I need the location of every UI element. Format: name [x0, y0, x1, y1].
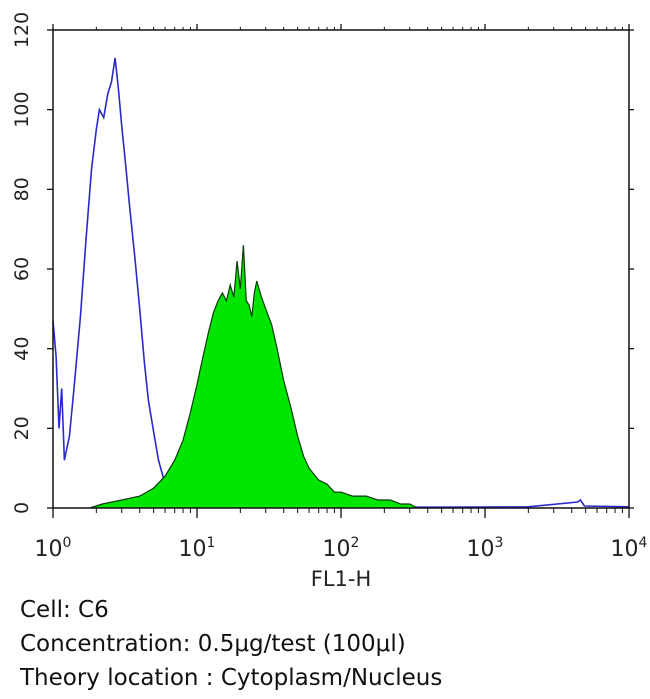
y-tick-label: 0	[11, 502, 33, 514]
x-tick-label: 104	[611, 535, 648, 562]
histogram-chart: 0 20 40 60 80 100 120 100 101 102 103 104 FL1-H	[11, 12, 648, 591]
series-0-line	[52, 57, 630, 509]
plot-frame	[52, 29, 630, 509]
x-tick-label: 102	[323, 535, 360, 562]
y-tick-label: 120	[11, 12, 33, 48]
series-1-outline	[89, 245, 418, 509]
caption-cell: Cell: C6	[20, 597, 109, 623]
y-tick-label: 60	[11, 257, 33, 281]
y-tick-label: 40	[11, 337, 33, 361]
series-layer	[52, 57, 630, 509]
x-tick-label: 100	[35, 535, 72, 562]
x-axis-label: FL1-H	[311, 567, 372, 591]
y-tick-label: 80	[11, 177, 33, 201]
tick-layer: 0 20 40 60 80 100 120 100 101 102 103 104	[11, 12, 648, 562]
caption-location: Theory location : Cytoplasm/Nucleus	[20, 665, 443, 691]
x-tick-label: 103	[467, 535, 504, 562]
y-tick-label: 20	[11, 416, 33, 440]
y-tick-label: 100	[11, 92, 33, 128]
x-tick-label: 101	[179, 535, 216, 562]
series-1-fill	[89, 245, 418, 508]
caption-concentration: Concentration: 0.5μg/test (100μl)	[20, 631, 406, 657]
